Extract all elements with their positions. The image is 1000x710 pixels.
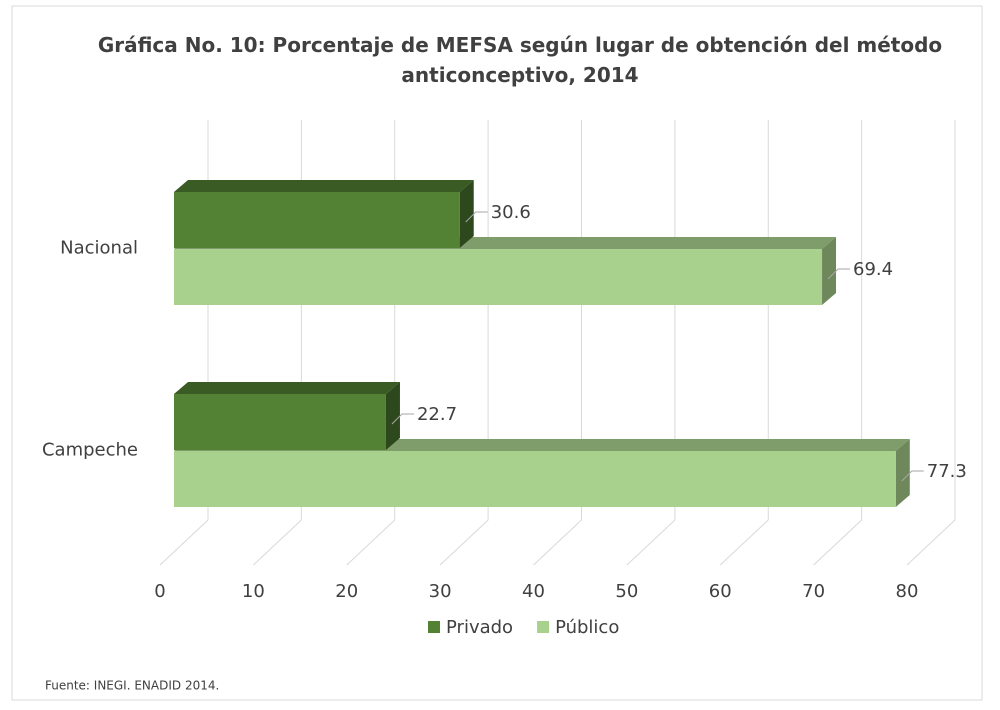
x-tick-label: 60 <box>709 581 732 602</box>
floor-line <box>813 519 862 566</box>
floor-line <box>159 519 209 566</box>
legend-label: Privado <box>446 617 513 638</box>
floor-line <box>533 519 582 566</box>
chart-frame <box>11 5 983 701</box>
bar-front <box>174 192 460 248</box>
leader-line <box>465 211 488 223</box>
leader-line <box>827 268 851 280</box>
legend-swatch <box>537 621 550 633</box>
floor-line <box>439 519 489 566</box>
leader-line <box>901 470 924 482</box>
floor-line <box>626 519 676 566</box>
x-tick-label: 80 <box>896 581 919 602</box>
x-tick-label: 30 <box>429 581 452 602</box>
chart-title: Gráfica No. 10: Porcentaje de MEFSA segú… <box>98 33 942 87</box>
data-label: 22.7 <box>417 404 457 425</box>
bar-side <box>822 237 837 305</box>
category-label: Campeche <box>42 440 138 461</box>
bar-front <box>174 394 386 450</box>
bar-side <box>385 382 400 450</box>
bar-top <box>174 382 400 394</box>
bar <box>174 180 474 248</box>
floor-line <box>719 519 769 566</box>
bar-top <box>174 180 474 192</box>
bar-side <box>895 439 910 507</box>
floor-line <box>906 519 956 566</box>
bar <box>174 382 400 450</box>
x-tick-label: 10 <box>242 581 265 602</box>
x-tick-label: 40 <box>522 581 545 602</box>
legend-swatch <box>428 621 440 633</box>
data-label: 30.6 <box>491 202 531 223</box>
legend-label: Público <box>555 617 619 638</box>
x-tick-label: 20 <box>335 581 358 602</box>
bar-front <box>174 451 896 507</box>
x-tick-label: 50 <box>615 581 638 602</box>
bar-front <box>174 249 823 305</box>
leader-line <box>391 413 414 425</box>
data-label: 69.4 <box>853 259 893 280</box>
data-label: 77.3 <box>927 461 967 482</box>
floor-line <box>253 519 302 566</box>
x-tick-label: 70 <box>802 581 825 602</box>
floor-line <box>346 519 396 566</box>
source-note: Fuente: INEGI. ENADID 2014. <box>45 679 219 693</box>
x-tick-label: 0 <box>154 581 165 602</box>
bar-side <box>459 180 474 248</box>
category-label: Nacional <box>60 238 138 259</box>
